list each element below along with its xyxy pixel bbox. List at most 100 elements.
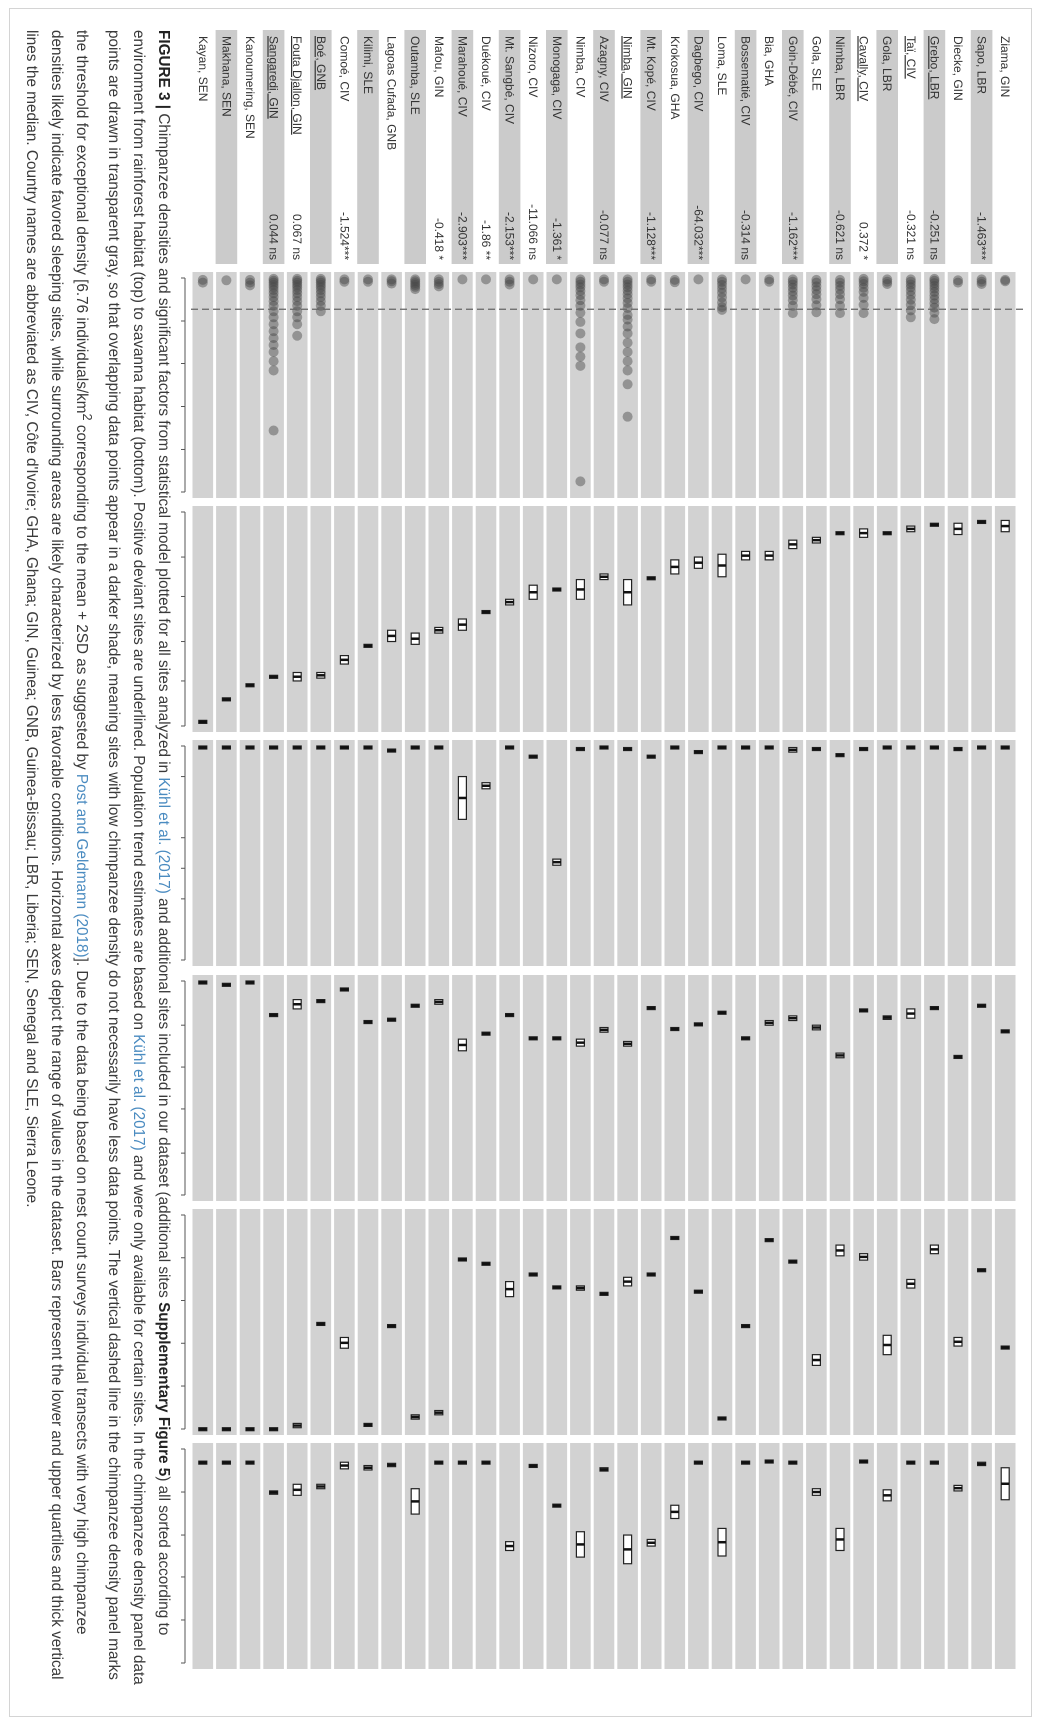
site-label: Loma, SLE xyxy=(715,36,729,95)
panel-row-bg xyxy=(924,1209,945,1435)
panel-row-bg xyxy=(782,272,804,498)
panel-row-bg xyxy=(664,975,686,1201)
site-label: Gola, LBR xyxy=(880,36,894,92)
site-label: Sapo, LBR xyxy=(975,36,989,94)
panel-row-bg xyxy=(853,740,874,966)
caption-ref-post[interactable]: Post and Geldmann (2018) xyxy=(73,773,91,958)
panel-row-bg xyxy=(971,272,992,498)
density-point xyxy=(575,282,586,293)
density-point xyxy=(787,274,798,285)
density-point xyxy=(433,274,444,285)
panel-row-bg xyxy=(829,506,851,732)
caption-text: and additional sites included in our dat… xyxy=(155,893,172,1303)
site-label: Nimba, CIV xyxy=(573,36,587,97)
site-row-shade xyxy=(546,30,568,264)
panel-row-bg xyxy=(971,506,992,732)
panel-row-bg xyxy=(947,740,969,966)
caption-supp-link[interactable]: Supplementary Figure 5 xyxy=(155,1302,172,1477)
figure-caption: FIGURE 3 | Chimpanzee densities and sign… xyxy=(19,30,176,1690)
panel-row-bg xyxy=(310,506,332,732)
panel-row-bg xyxy=(404,1443,426,1669)
panel-row-bg xyxy=(475,272,497,498)
panel-row-bg xyxy=(593,1443,615,1669)
site-row-shade xyxy=(923,30,946,264)
site-row-shade xyxy=(404,30,426,264)
density-point xyxy=(764,276,775,287)
site-label: Fouta Djallon, GIN xyxy=(290,36,304,135)
density-point xyxy=(929,302,940,313)
panel-row-bg xyxy=(428,272,450,498)
density-point xyxy=(575,342,586,353)
panel-row-bg xyxy=(924,506,945,732)
panel-row-bg xyxy=(688,272,709,498)
caption-ref-kuhl[interactable]: Kühl et al. (2017) xyxy=(155,777,172,894)
panel-row-bg xyxy=(664,506,686,732)
panel-row-bg xyxy=(735,1209,756,1435)
panel-row-bg xyxy=(499,740,520,966)
density-point xyxy=(599,276,609,287)
panel-row-bg xyxy=(357,1443,379,1669)
density-point xyxy=(410,284,421,295)
panel-row-bg xyxy=(711,272,733,498)
density-point xyxy=(292,291,303,302)
panel-row-bg xyxy=(735,740,756,966)
panel-row-bg xyxy=(428,1209,450,1435)
trend-value: -1.361 * xyxy=(550,218,564,260)
density-point xyxy=(410,278,421,289)
panel-row-bg xyxy=(900,272,922,498)
density-point xyxy=(575,476,586,487)
density-point xyxy=(575,360,586,371)
density-point xyxy=(811,300,822,311)
site-label: Nizoro, CIV xyxy=(526,36,540,97)
panel-row-bg xyxy=(806,1443,827,1669)
panel-row-bg xyxy=(310,272,332,498)
panel-row-bg xyxy=(806,1209,827,1435)
panel-row-bg xyxy=(782,506,804,732)
density-point xyxy=(622,356,633,367)
panel-row-bg xyxy=(404,975,426,1201)
density-point xyxy=(386,276,397,287)
panel-row-bg xyxy=(381,1209,402,1435)
site-row-shade xyxy=(262,30,285,264)
panel-row-bg xyxy=(947,506,969,732)
panel-row-bg xyxy=(758,506,780,732)
density-point xyxy=(292,285,303,296)
panel-row-bg xyxy=(971,1209,992,1435)
density-point xyxy=(953,275,963,286)
trend-value: 0.372 * xyxy=(857,222,871,260)
density-point xyxy=(433,279,444,290)
density-point xyxy=(905,282,916,293)
density-point xyxy=(268,425,279,436)
density-point xyxy=(315,291,326,302)
density-point xyxy=(622,297,633,308)
panel-row-bg xyxy=(664,740,686,966)
density-point xyxy=(575,274,586,285)
density-point xyxy=(315,285,326,296)
panel-row-bg xyxy=(617,506,638,732)
panel-row-bg xyxy=(452,740,473,966)
panel-row-bg xyxy=(334,1443,355,1669)
panel-row-bg xyxy=(806,975,827,1201)
site-label: Grebo, LBR xyxy=(927,36,941,100)
trend-value: -0.251 ns xyxy=(927,210,941,260)
density-point xyxy=(268,291,279,302)
panel-row-bg xyxy=(947,975,969,1201)
site-label: Mt. Sangbé, CIV xyxy=(503,36,517,124)
trend-value: -0.418 * xyxy=(432,218,446,260)
site-label: Taï, CIV xyxy=(904,36,918,79)
panel-row-bg xyxy=(853,1443,874,1669)
caption-ref-kuhl[interactable]: Kühl et al. (2017) xyxy=(129,1034,147,1151)
density-point xyxy=(835,294,845,305)
density-point xyxy=(363,276,373,287)
page-frame xyxy=(9,8,1032,1717)
density-point xyxy=(575,316,586,327)
panel-row-bg xyxy=(758,740,780,966)
panel-row-bg xyxy=(640,506,662,732)
density-point xyxy=(268,282,279,293)
panel-row-bg xyxy=(216,1443,237,1669)
site-label: Bia, GHA xyxy=(762,36,776,86)
density-point xyxy=(835,274,845,285)
site-label: Monogaga, CIV xyxy=(550,36,564,119)
density-point xyxy=(622,337,633,348)
panel-row-bg xyxy=(947,1443,969,1669)
